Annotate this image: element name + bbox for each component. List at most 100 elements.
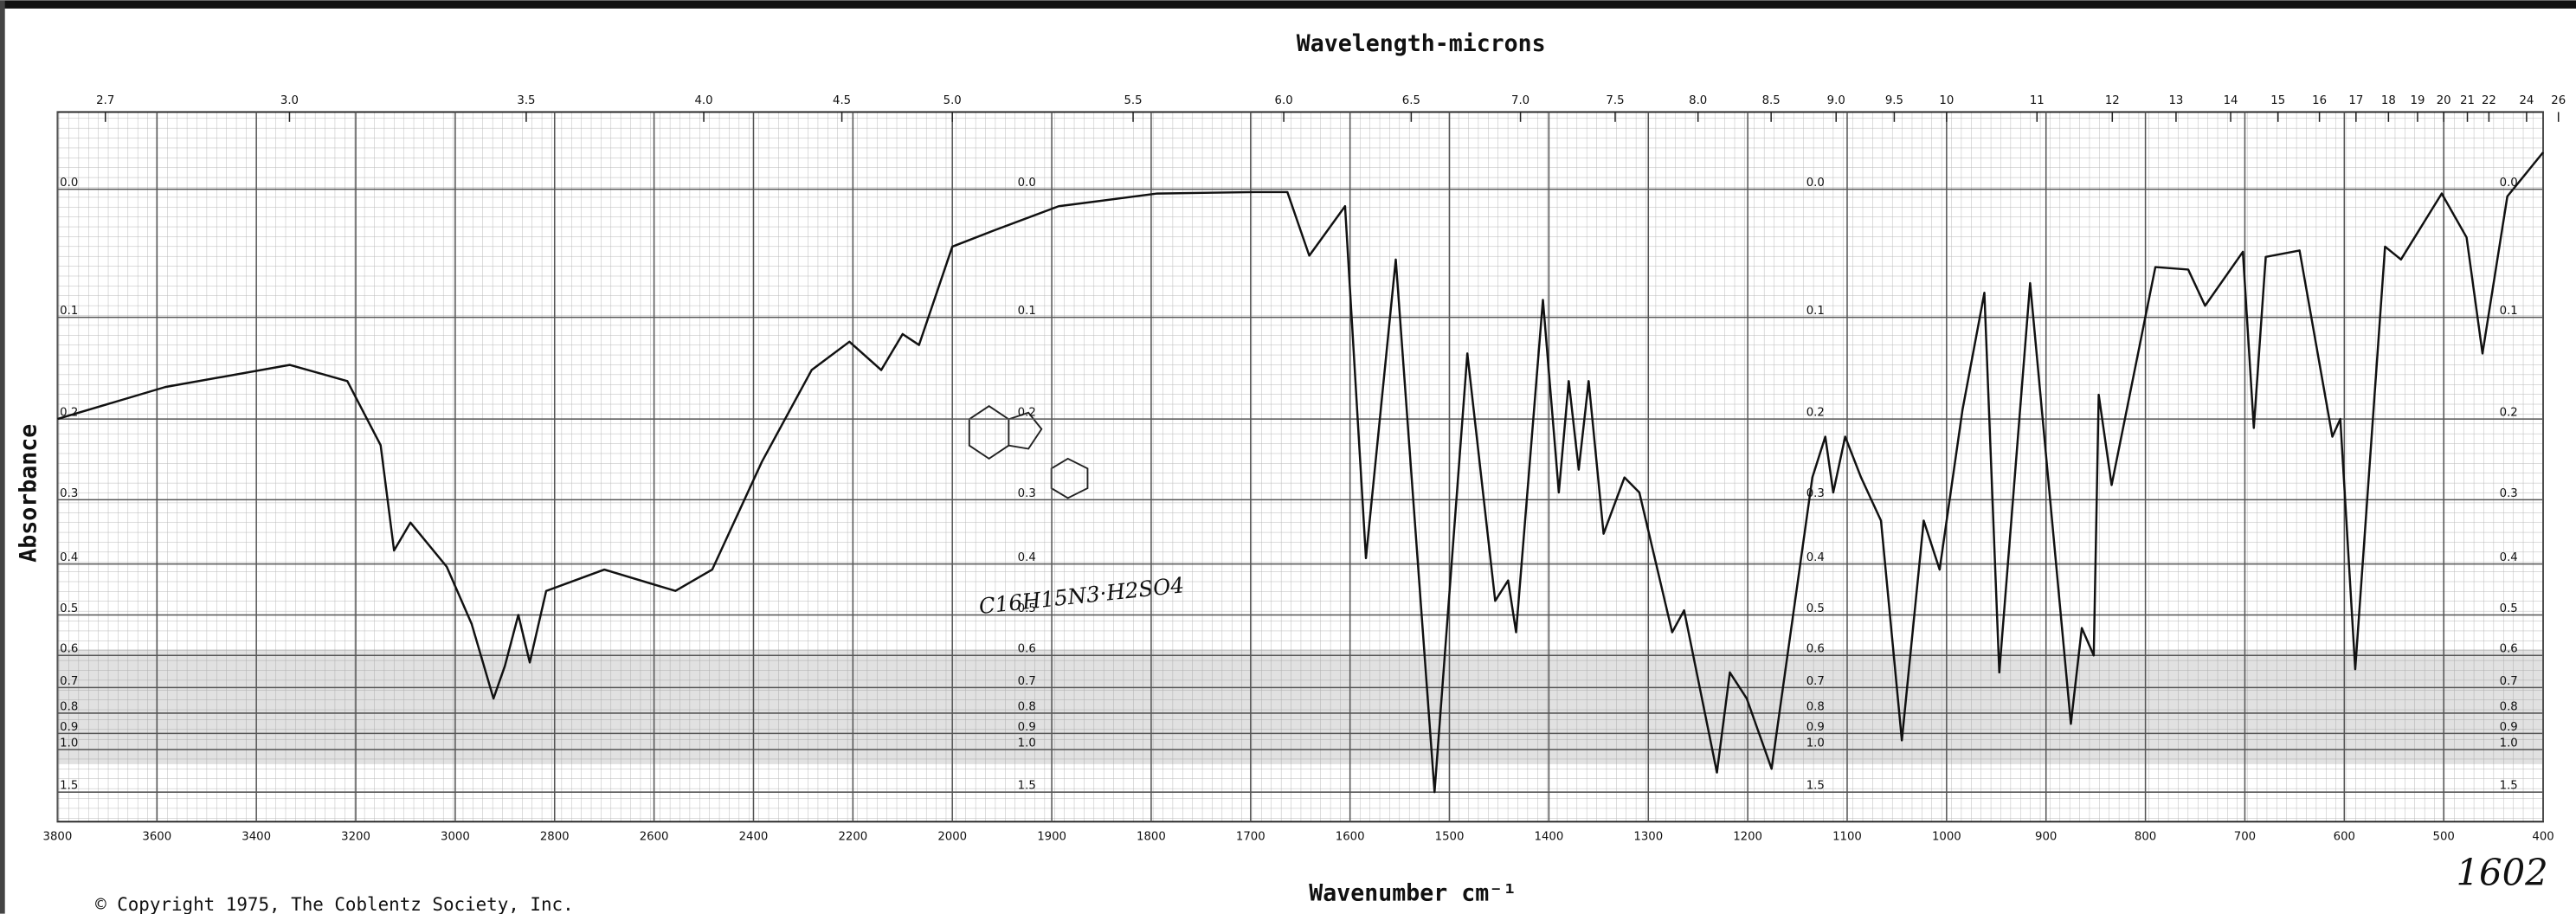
x-tick-label: 1300 <box>1633 830 1663 843</box>
x2-tick-label: 4.5 <box>833 94 851 107</box>
y-tick-label: 0.7 <box>60 675 78 688</box>
spectrum-line <box>57 151 2544 794</box>
x-tick-label: 1600 <box>1336 830 1365 843</box>
x-tick-label: 800 <box>2135 830 2156 843</box>
x2-tick-label: 7.0 <box>1511 94 1530 107</box>
y-tick-label: 0.1 <box>60 305 78 318</box>
y-tick-label: 0.2 <box>2500 406 2518 419</box>
x2-tick-label: 11 <box>2030 94 2045 107</box>
y-tick-label: 0.3 <box>60 487 78 500</box>
x2-tick-label: 15 <box>2270 94 2285 107</box>
x2-tick-label: 26 <box>2551 94 2566 107</box>
x2-tick-label: 4.0 <box>694 94 712 107</box>
x-tick-label: 2200 <box>838 830 867 843</box>
y-tick-label: 0.7 <box>1018 675 1036 688</box>
x-tick-label: 3800 <box>43 830 73 843</box>
y-tick-label: 0.3 <box>1018 487 1036 500</box>
x2-tick-label: 12 <box>2105 94 2120 107</box>
x-tick-label: 1100 <box>1832 830 1862 843</box>
y-tick-label: 0.3 <box>2500 487 2518 500</box>
left-border <box>0 0 5 914</box>
x-tick-label: 600 <box>2334 830 2355 843</box>
x-tick-label: 2000 <box>937 830 967 843</box>
y-tick-label: 1.5 <box>60 780 78 793</box>
x2-tick-label: 9.5 <box>1885 94 1903 107</box>
x2-tick-label: 14 <box>2224 94 2238 107</box>
y-tick-label: 0.8 <box>60 700 78 713</box>
x-axis-title: Wavenumber cm⁻¹ <box>1309 879 1517 906</box>
x2-tick-label: 20 <box>2437 94 2451 107</box>
y-tick-label: 0.7 <box>1806 675 1825 688</box>
page-number: 1602 <box>2456 851 2547 893</box>
x2-tick-label: 5.0 <box>943 94 962 107</box>
y-tick-label: 0.5 <box>60 602 78 615</box>
x2-tick-label: 24 <box>2519 94 2534 107</box>
x-tick-label: 1200 <box>1733 830 1762 843</box>
y-tick-label: 0.0 <box>2500 177 2518 190</box>
y-tick-label: 1.0 <box>2500 737 2518 750</box>
x-tick-label: 3400 <box>242 830 271 843</box>
x2-tick-label: 8.5 <box>1762 94 1781 107</box>
x2-tick-label: 9.0 <box>1827 94 1845 107</box>
y-tick-label: 0.4 <box>1018 551 1036 564</box>
x-tick-label: 1000 <box>1932 830 1961 843</box>
x-tick-label: 2400 <box>739 830 769 843</box>
x2-tick-label: 10 <box>1939 94 1954 107</box>
scan-shade <box>57 649 2544 764</box>
x2-tick-label: 5.5 <box>1124 94 1142 107</box>
y-tick-label: 0.9 <box>2500 721 2518 734</box>
x-tick-label: 1800 <box>1137 830 1166 843</box>
x-tick-label: 1700 <box>1236 830 1265 843</box>
y-tick-label: 0.4 <box>1806 551 1825 564</box>
y-tick-label: 0.0 <box>60 177 78 190</box>
top-axis-title: Wavelength-microns <box>1297 30 1546 57</box>
x2-tick-label: 6.0 <box>1275 94 1293 107</box>
y-tick-label: 0.5 <box>1806 602 1825 615</box>
y-tick-label: 0.5 <box>2500 602 2518 615</box>
y-tick-label: 0.6 <box>1806 643 1825 656</box>
y-tick-label: 0.1 <box>2500 305 2518 318</box>
x2-tick-label: 3.0 <box>280 94 299 107</box>
x2-tick-label: 17 <box>2348 94 2363 107</box>
x2-tick-label: 22 <box>2482 94 2496 107</box>
y-tick-label: 0.9 <box>1806 721 1825 734</box>
y-tick-label: 0.0 <box>1018 177 1036 190</box>
x2-tick-label: 13 <box>2168 94 2183 107</box>
y-tick-label: 0.7 <box>2500 675 2518 688</box>
y-tick-label: 0.2 <box>1806 406 1825 419</box>
y-tick-label: 0.9 <box>60 721 78 734</box>
y-tick-label: 0.6 <box>1018 643 1036 656</box>
y-tick-label: 0.0 <box>1806 177 1825 190</box>
x-tick-label: 3200 <box>341 830 370 843</box>
x-tick-label: 500 <box>2433 830 2455 843</box>
x-tick-label: 3000 <box>441 830 470 843</box>
y-tick-label: 0.1 <box>1806 305 1825 318</box>
x-tick-label: 2600 <box>640 830 669 843</box>
x2-tick-label: 19 <box>2411 94 2425 107</box>
y-tick-label: 0.8 <box>1018 700 1036 713</box>
y-tick-label: 0.2 <box>1018 406 1036 419</box>
x2-tick-label: 3.5 <box>517 94 535 107</box>
y-tick-label: 1.5 <box>1806 780 1825 793</box>
x-tick-label: 1400 <box>1535 830 1564 843</box>
y-axis-title: Absorbance <box>16 424 42 563</box>
y-tick-label: 0.9 <box>1018 721 1036 734</box>
x-tick-label: 3600 <box>142 830 171 843</box>
x-tick-label: 400 <box>2532 830 2553 843</box>
top-border <box>0 0 2576 9</box>
x-tick-label: 1500 <box>1435 830 1465 843</box>
copyright: © Copyright 1975, The Coblentz Society, … <box>95 894 574 914</box>
x2-tick-label: 7.5 <box>1606 94 1624 107</box>
x2-tick-label: 8.0 <box>1689 94 1707 107</box>
y-tick-label: 0.5 <box>1018 602 1036 615</box>
x2-tick-label: 18 <box>2381 94 2396 107</box>
y-tick-label: 0.8 <box>2500 700 2518 713</box>
y-tick-label: 1.5 <box>2500 780 2518 793</box>
y-tick-label: 0.8 <box>1806 700 1825 713</box>
y-tick-label: 0.6 <box>60 643 78 656</box>
x2-tick-label: 21 <box>2460 94 2475 107</box>
y-tick-label: 1.0 <box>60 737 78 750</box>
x2-tick-label: 16 <box>2312 94 2327 107</box>
x2-tick-label: 2.7 <box>96 94 114 107</box>
